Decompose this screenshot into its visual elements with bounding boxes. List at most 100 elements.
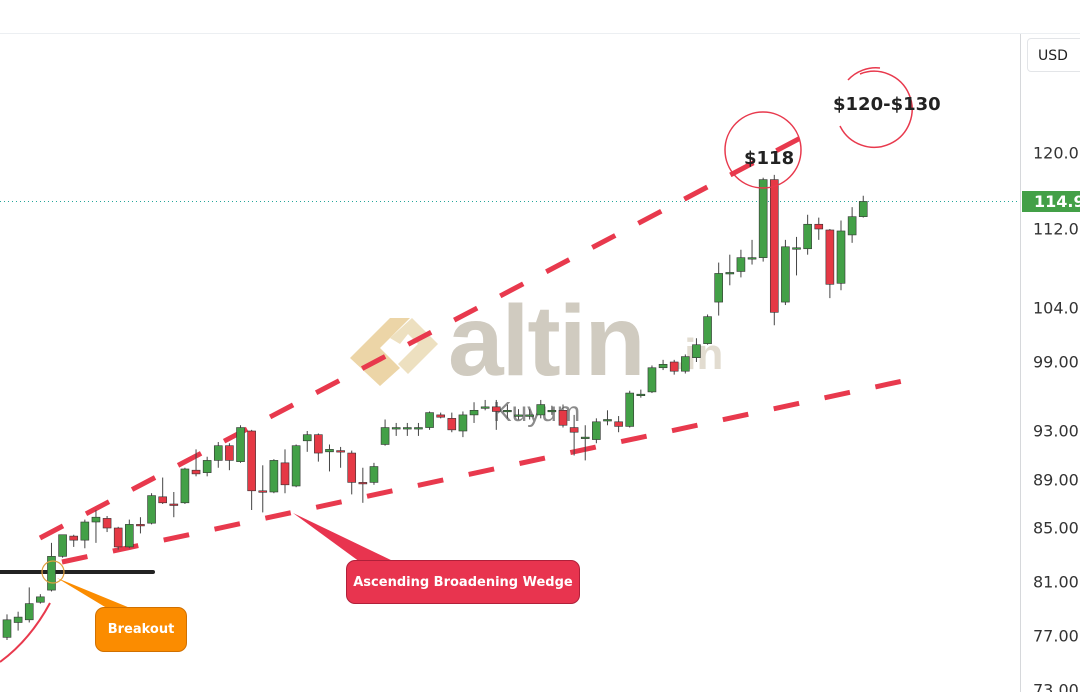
candle-down: [158, 496, 167, 504]
candle-down: [558, 409, 568, 426]
candle-up: [2, 619, 12, 638]
candle-down: [258, 490, 268, 493]
candle-up: [658, 363, 668, 369]
candle-up: [703, 316, 712, 344]
target-120-130-label: $120-$130: [833, 94, 941, 115]
candle-down: [136, 524, 145, 527]
candlestick-plot: [0, 67, 1020, 663]
lower-wedge-trendline: [61, 376, 913, 565]
candle-up: [291, 445, 301, 487]
candle-up: [747, 257, 757, 260]
candle-up: [125, 524, 134, 548]
price-tick-label: 120.0: [1033, 143, 1079, 163]
candle-down: [102, 518, 112, 529]
candle-up: [625, 392, 635, 427]
price-tick-label: 112.0: [1033, 219, 1079, 239]
candle-up: [80, 521, 90, 541]
candle-down: [447, 418, 457, 431]
candle-down: [614, 421, 623, 427]
candle-up: [792, 247, 801, 250]
candle-up: [547, 409, 557, 413]
price-tick-label: 89.00: [1033, 470, 1079, 490]
candle-down: [358, 482, 368, 485]
candle-down: [769, 179, 779, 313]
candle-up: [480, 406, 490, 409]
upper-wedge-trendline: [38, 130, 812, 541]
support-curve: [0, 602, 51, 663]
target-118-circle: [724, 111, 802, 189]
candle-up: [302, 434, 312, 442]
candle-up: [391, 427, 401, 430]
candle-up: [469, 409, 479, 416]
candle-up: [236, 427, 245, 462]
candle-up: [91, 516, 101, 523]
candle-up: [692, 344, 701, 358]
candle-up: [592, 421, 601, 440]
candle-down: [191, 469, 201, 475]
candle-up: [24, 603, 34, 621]
breakout-callout: Breakout: [95, 607, 187, 652]
candle-up: [681, 356, 690, 372]
candle-up: [425, 412, 434, 428]
last-price-label: 114.9: [1022, 191, 1080, 212]
price-tick-label: 73.00: [1033, 680, 1079, 692]
candle-up: [725, 272, 735, 275]
candle-down: [491, 406, 501, 412]
candle-down: [669, 361, 679, 372]
target-118-label: $118: [744, 148, 795, 169]
breakout-pointer: [57, 578, 135, 610]
pattern-pointer: [293, 513, 395, 562]
candle-down: [225, 445, 234, 461]
candle-up: [269, 460, 279, 493]
breakout-circle: [41, 560, 65, 584]
candle-up: [603, 419, 612, 422]
candle-up: [380, 427, 390, 445]
pattern-callout: Ascending Broadening Wedge: [346, 560, 580, 604]
candle-up: [647, 367, 657, 393]
candle-down: [113, 527, 123, 548]
candle-down: [169, 503, 179, 506]
candle-down: [814, 223, 824, 230]
candle-up: [414, 427, 423, 430]
candle-up: [525, 414, 534, 417]
target-120-130-circle: [839, 67, 913, 148]
candle-down: [336, 450, 345, 453]
candle-up: [514, 414, 523, 417]
candle-up: [847, 216, 857, 236]
currency-button[interactable]: USD: [1027, 38, 1080, 72]
candle-up: [580, 436, 590, 439]
candle-up: [781, 246, 790, 303]
price-tick-label: 104.0: [1033, 298, 1079, 318]
price-tick-label: 93.00: [1033, 421, 1079, 441]
candle-up: [180, 468, 190, 504]
candle-down: [247, 430, 256, 492]
candle-up: [325, 449, 334, 453]
candle-down: [347, 452, 357, 483]
candle-up: [36, 596, 45, 603]
candle-up: [836, 230, 846, 284]
candle-down: [314, 434, 323, 454]
candle-up: [636, 393, 646, 397]
candle-up: [858, 201, 868, 217]
candle-up: [147, 495, 156, 524]
candle-down: [69, 535, 79, 541]
candle-up: [213, 445, 223, 461]
candle-up: [758, 179, 768, 258]
candle-up: [13, 616, 23, 623]
candle-down: [825, 229, 835, 285]
candle-up: [202, 460, 212, 473]
candle-down: [569, 427, 579, 433]
top-border: [0, 33, 1080, 34]
candle-up: [714, 273, 723, 303]
candle-up: [458, 414, 468, 432]
watermark-brand: altin: [448, 285, 646, 397]
candle-up: [736, 257, 746, 272]
candle-up: [803, 223, 812, 250]
candle-up: [58, 534, 67, 557]
price-tick-label: 85.00: [1033, 518, 1079, 538]
price-tick-label: 81.00: [1033, 572, 1079, 592]
price-axis-border: [1020, 34, 1021, 692]
candle-up: [403, 427, 412, 430]
candle-down: [280, 462, 290, 486]
